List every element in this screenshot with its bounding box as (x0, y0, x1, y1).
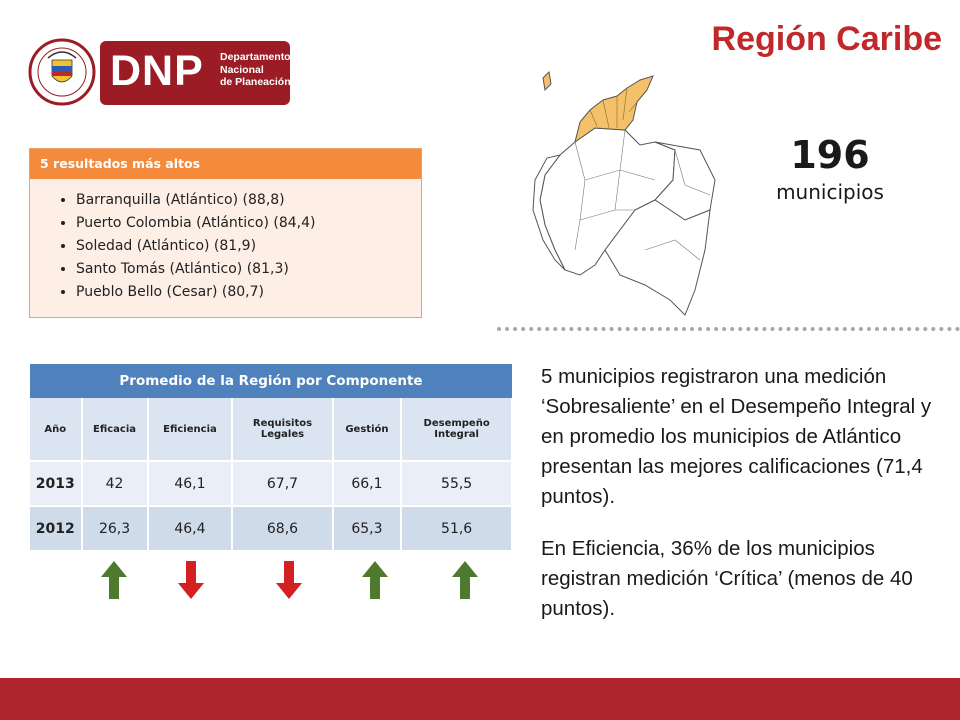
table-header-cell: Año (30, 398, 83, 461)
table-cell: 46,4 (147, 505, 234, 550)
dnp-subtitle: Departamento Nacional de Planeación (220, 51, 291, 89)
page-title: Región Caribe (711, 20, 942, 58)
table-header-cell: Desempeño Integral (401, 398, 513, 461)
arrow-up-icon (452, 561, 478, 599)
map-region-pacifico (532, 154, 566, 271)
table-row: 2012 26,3 46,4 68,6 65,3 51,6 (30, 505, 513, 550)
dnp-subtitle-line: de Planeación (220, 76, 291, 88)
map-region-caribe (574, 75, 654, 144)
component-table: Promedio de la Región por Componente Año… (30, 364, 513, 550)
table-cell: 46,1 (147, 460, 234, 506)
divider (497, 327, 960, 331)
table-header-cell: Eficiencia (147, 398, 234, 461)
dnp-brand: DNP (110, 47, 204, 95)
table-cell: 65,3 (332, 505, 403, 550)
table-row: 2013 42 46,1 67,7 66,1 55,5 (30, 460, 513, 506)
top-results-box: 5 resultados más altos Barranquilla (Atl… (29, 148, 422, 318)
colombia-map (532, 70, 716, 316)
colombia-seal-icon (28, 38, 96, 106)
table-header-cell: Requisitos Legales (232, 398, 334, 461)
municipality-count: 196 (790, 133, 870, 177)
map-island-san-andres (542, 70, 552, 92)
arrow-up-icon (101, 561, 127, 599)
list-item: Barranquilla (Atlántico) (88,8) (76, 189, 421, 212)
municipality-count-label: municipios (776, 180, 884, 204)
table-header-cell: Gestión (332, 398, 403, 461)
table-cell: 42 (81, 460, 149, 506)
table-cell: 68,6 (232, 505, 334, 550)
arrow-up-icon (362, 561, 388, 599)
list-item: Puerto Colombia (Atlántico) (84,4) (76, 212, 421, 235)
table-cell: 55,5 (401, 460, 513, 506)
table-cell: 67,7 (232, 460, 334, 506)
arrow-down-icon (178, 561, 204, 599)
description-paragraph: En Eficiencia, 36% de los municipios reg… (541, 537, 913, 620)
list-item: Soledad (Atlántico) (81,9) (76, 235, 421, 258)
dnp-subtitle-line: Departamento (220, 51, 291, 63)
footer-bar (0, 678, 960, 720)
table-header-cell: Eficacia (81, 398, 149, 461)
description: 5 municipios registraron una medición ‘S… (541, 362, 941, 646)
table-header-row: Año Eficacia Eficiencia Requisitos Legal… (30, 398, 513, 461)
dnp-logo: DNP Departamento Nacional de Planeación (28, 38, 293, 108)
table-cell: 66,1 (332, 460, 403, 506)
description-paragraph: 5 municipios registraron una medición ‘S… (541, 365, 932, 508)
table-cell: 2013 (30, 460, 83, 506)
table-cell: 51,6 (401, 505, 513, 550)
table-title: Promedio de la Región por Componente (30, 364, 512, 398)
dnp-subtitle-line: Nacional (220, 63, 264, 76)
dnp-brand-box: DNP Departamento Nacional de Planeación (100, 41, 291, 105)
table-cell: 2012 (30, 505, 83, 550)
arrow-down-icon (276, 561, 302, 599)
list-item: Pueblo Bello (Cesar) (80,7) (76, 281, 421, 304)
map-region-amazonia (604, 199, 711, 316)
top-results-header: 5 resultados más altos (30, 149, 421, 179)
table-cell: 26,3 (81, 505, 149, 550)
list-item: Santo Tomás (Atlántico) (81,3) (76, 258, 421, 281)
top-results-list: Barranquilla (Atlántico) (88,8) Puerto C… (30, 189, 421, 304)
